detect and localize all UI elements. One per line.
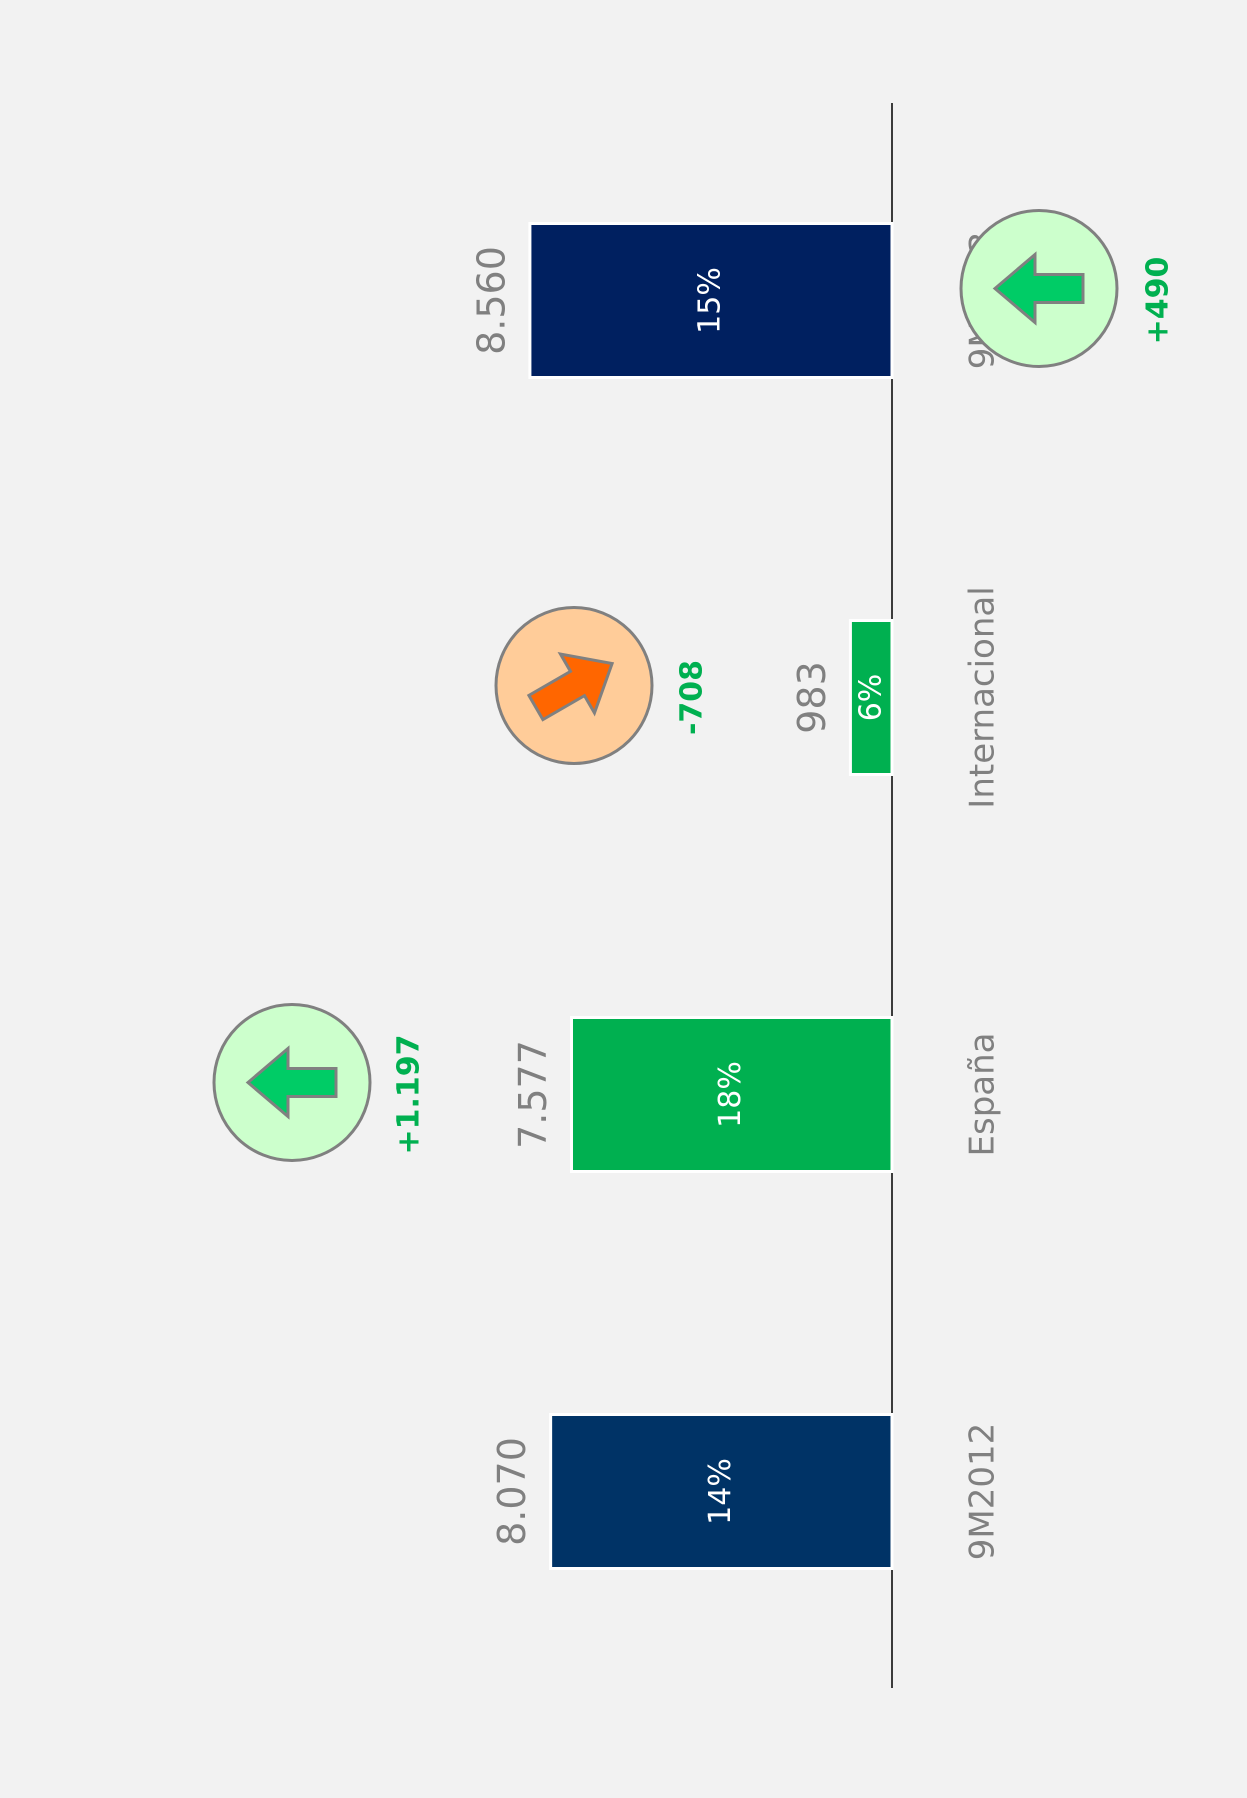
bar <box>549 1413 894 1570</box>
bar <box>528 222 894 379</box>
share-label: 18% <box>713 1061 748 1128</box>
value-label: 8.070 <box>490 1437 534 1546</box>
bar <box>569 1016 894 1173</box>
value-label: 7.577 <box>511 1040 555 1149</box>
share-label: 6% <box>854 674 889 722</box>
plot: 9M2012 8.070 14% España 7.577 18% +1.197 Intern… <box>212 103 1176 1688</box>
change-label: +1.197 <box>392 1034 427 1154</box>
change-arrow <box>992 251 1085 326</box>
value-label: 8.560 <box>469 246 513 355</box>
share-label: 14% <box>703 1458 738 1525</box>
change-arrow <box>245 1045 338 1120</box>
change-label: -708 <box>675 660 710 735</box>
category-label: 9M2012 <box>963 1423 1003 1561</box>
category-label: España <box>963 1033 1003 1157</box>
change-label: +490 <box>1141 257 1176 345</box>
category-label: Internacional <box>963 586 1003 808</box>
share-label: 15% <box>692 267 727 334</box>
value-label: 983 <box>790 661 834 734</box>
change-arrow <box>526 651 615 722</box>
bar <box>848 619 894 776</box>
